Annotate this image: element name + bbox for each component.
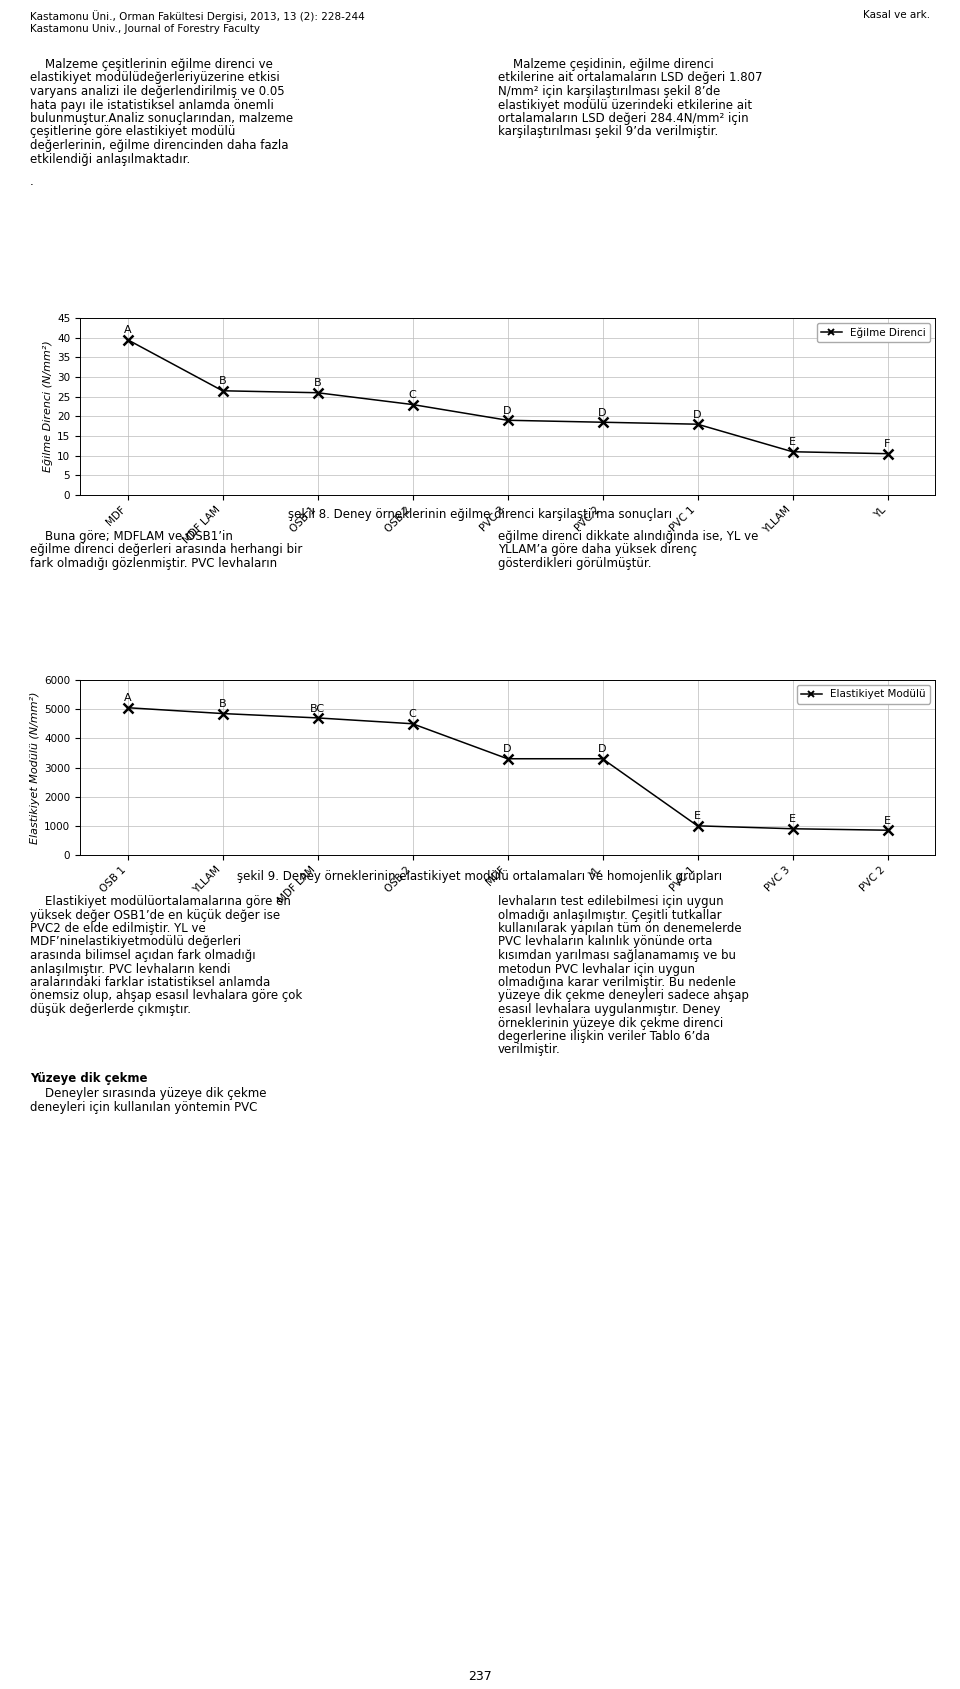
Text: eğilme direnci değerleri arasında herhangi bir: eğilme direnci değerleri arasında herhan…: [30, 544, 302, 556]
Text: verilmiştir.: verilmiştir.: [498, 1044, 561, 1057]
Text: elastikiyet modülü üzerindeki etkilerine ait: elastikiyet modülü üzerindeki etkilerine…: [498, 98, 752, 111]
Text: Kastamonu Univ., Journal of Forestry Faculty: Kastamonu Univ., Journal of Forestry Fac…: [30, 24, 260, 34]
Text: ortalamaların LSD değeri 284.4N/mm² için: ortalamaların LSD değeri 284.4N/mm² için: [498, 111, 749, 125]
Text: düşük değerlerde çıkmıştır.: düşük değerlerde çıkmıştır.: [30, 1003, 191, 1017]
Text: degerlerine ilişkin veriler Tablo 6’da: degerlerine ilişkin veriler Tablo 6’da: [498, 1030, 710, 1044]
Text: varyans analizi ile değerlendirilmiş ve 0.05: varyans analizi ile değerlendirilmiş ve …: [30, 84, 284, 98]
Text: Buna göre; MDFLAM ve OSB1’in: Buna göre; MDFLAM ve OSB1’in: [30, 530, 233, 542]
Text: E: E: [789, 437, 796, 448]
Text: D: D: [693, 410, 702, 421]
Y-axis label: Elastikiyet Modülü (N/mm²): Elastikiyet Modülü (N/mm²): [30, 691, 40, 844]
Text: C: C: [409, 390, 417, 400]
Text: Kastamonu Üni., Orman Fakültesi Dergisi, 2013, 13 (2): 228-244: Kastamonu Üni., Orman Fakültesi Dergisi,…: [30, 10, 365, 22]
Text: E: E: [789, 814, 796, 824]
Text: olmadığı anlaşılmıştır. Çeşitli tutkallar: olmadığı anlaşılmıştır. Çeşitli tutkalla…: [498, 909, 722, 922]
Text: gösterdikleri görülmüştür.: gösterdikleri görülmüştür.: [498, 557, 652, 569]
Text: E: E: [694, 811, 701, 821]
Text: aralarındaki farklar istatistiksel anlamda: aralarındaki farklar istatistiksel anlam…: [30, 976, 271, 990]
Legend: Eğilme Direnci: Eğilme Direnci: [817, 323, 930, 343]
Text: kullanılarak yapılan tüm ön denemelerde: kullanılarak yapılan tüm ön denemelerde: [498, 922, 742, 936]
Text: C: C: [409, 709, 417, 720]
Text: levhaların test edilebilmesi için uygun: levhaların test edilebilmesi için uygun: [498, 895, 724, 909]
Y-axis label: Eğilme Direnci (N/mm²): Eğilme Direnci (N/mm²): [43, 341, 53, 473]
Text: çeşitlerine göre elastikiyet modülü: çeşitlerine göre elastikiyet modülü: [30, 125, 235, 138]
Text: B: B: [314, 378, 322, 388]
Text: örneklerinin yüzeye dik çekme direnci: örneklerinin yüzeye dik çekme direnci: [498, 1017, 723, 1030]
Text: esasıl levhalara uygulanmıştır. Deney: esasıl levhalara uygulanmıştır. Deney: [498, 1003, 721, 1017]
Text: BC: BC: [310, 704, 325, 713]
Text: metodun PVC levhalar için uygun: metodun PVC levhalar için uygun: [498, 963, 695, 976]
Text: Kasal ve ark.: Kasal ve ark.: [863, 10, 930, 20]
Text: arasında bilimsel açıdan fark olmadığı: arasında bilimsel açıdan fark olmadığı: [30, 949, 255, 963]
Text: Malzeme çeşidinin, eğilme direnci: Malzeme çeşidinin, eğilme direnci: [498, 57, 713, 71]
Text: D: D: [598, 745, 607, 755]
Text: PVC levhaların kalınlık yönünde orta: PVC levhaların kalınlık yönünde orta: [498, 936, 712, 949]
Text: karşilaştırılması şekil 9’da verilmiştir.: karşilaştırılması şekil 9’da verilmiştir…: [498, 125, 718, 138]
Text: elastikiyet modülüdeğerleriyüzerine etkisi: elastikiyet modülüdeğerleriyüzerine etki…: [30, 71, 279, 84]
Text: fark olmadığı gözlenmiştir. PVC levhaların: fark olmadığı gözlenmiştir. PVC levhalar…: [30, 557, 277, 569]
Text: MDF’ninelastikiyetmodülü değerleri: MDF’ninelastikiyetmodülü değerleri: [30, 936, 241, 949]
Text: B: B: [219, 377, 227, 387]
Text: N/mm² için karşilaştırılması şekil 8’de: N/mm² için karşilaştırılması şekil 8’de: [498, 84, 720, 98]
Text: F: F: [884, 439, 891, 449]
Text: şekil 8. Deney örneklerinin eğilme direnci karşilaştirma sonuçları: şekil 8. Deney örneklerinin eğilme diren…: [288, 508, 672, 520]
Text: değerlerinin, eğilme direncinden daha fazla: değerlerinin, eğilme direncinden daha fa…: [30, 138, 289, 152]
Text: kısımdan yarılması sağlanamamış ve bu: kısımdan yarılması sağlanamamış ve bu: [498, 949, 736, 963]
Text: bulunmuştur.Analiz sonuçlarından, malzeme: bulunmuştur.Analiz sonuçlarından, malzem…: [30, 111, 293, 125]
Text: D: D: [503, 405, 512, 415]
Text: etkilendiği anlaşılmaktadır.: etkilendiği anlaşılmaktadır.: [30, 152, 190, 166]
Text: Elastikiyet modülüortalamalarına göre en: Elastikiyet modülüortalamalarına göre en: [30, 895, 291, 909]
Text: yüzeye dik çekme deneyleri sadece ahşap: yüzeye dik çekme deneyleri sadece ahşap: [498, 990, 749, 1003]
Text: Deneyler sırasında yüzeye dik çekme: Deneyler sırasında yüzeye dik çekme: [30, 1088, 267, 1100]
Text: D: D: [598, 407, 607, 417]
Text: etkilerine ait ortalamaların LSD değeri 1.807: etkilerine ait ortalamaların LSD değeri …: [498, 71, 762, 84]
Text: Yüzeye dik çekme: Yüzeye dik çekme: [30, 1073, 148, 1084]
Text: .: .: [30, 176, 34, 187]
Text: deneyleri için kullanılan yöntemin PVC: deneyleri için kullanılan yöntemin PVC: [30, 1101, 257, 1113]
Text: A: A: [124, 692, 132, 703]
Text: D: D: [503, 745, 512, 755]
Text: YLLAM’a göre daha yüksek direnç: YLLAM’a göre daha yüksek direnç: [498, 544, 697, 556]
Text: PVC2 de elde edilmiştir. YL ve: PVC2 de elde edilmiştir. YL ve: [30, 922, 205, 936]
Text: Malzeme çeşitlerinin eğilme direnci ve: Malzeme çeşitlerinin eğilme direnci ve: [30, 57, 273, 71]
Text: yüksek değer OSB1’de en küçük değer ise: yüksek değer OSB1’de en küçük değer ise: [30, 909, 280, 922]
Text: A: A: [124, 326, 132, 334]
Text: şekil 9. Deney örneklerinin elastikiyet modülü ortalamaları ve homojenlik grupla: şekil 9. Deney örneklerinin elastikiyet …: [237, 870, 723, 883]
Legend: Elastikiyet Modülü: Elastikiyet Modülü: [797, 686, 930, 704]
Text: olmadığına karar verilmiştir. Bu nedenle: olmadığına karar verilmiştir. Bu nedenle: [498, 976, 736, 990]
Text: hata payı ile istatistiksel anlamda önemli: hata payı ile istatistiksel anlamda önem…: [30, 98, 274, 111]
Text: eğilme direnci dikkate alındığında ise, YL ve: eğilme direnci dikkate alındığında ise, …: [498, 530, 758, 542]
Text: anlaşılmıştır. PVC levhaların kendi: anlaşılmıştır. PVC levhaların kendi: [30, 963, 230, 976]
Text: 237: 237: [468, 1670, 492, 1682]
Text: B: B: [219, 699, 227, 709]
Text: önemsiz olup, ahşap esasıl levhalara göre çok: önemsiz olup, ahşap esasıl levhalara gör…: [30, 990, 302, 1003]
Text: E: E: [884, 816, 891, 826]
